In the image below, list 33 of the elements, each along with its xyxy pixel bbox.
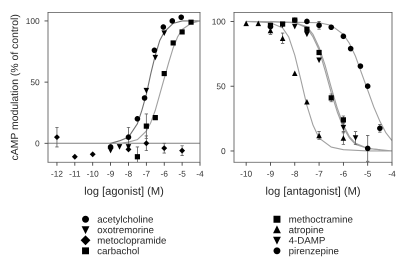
x-tick-label: -10	[87, 170, 98, 177]
legend-label: atropine	[289, 226, 324, 236]
y-tick-label: 50	[30, 79, 40, 86]
x-axis-title: log [agonist] (M)	[84, 186, 164, 198]
x-tick-label: -4	[196, 170, 204, 177]
y-tick-label: 100	[212, 18, 226, 25]
x-tick-label: -4	[388, 170, 396, 177]
x-axis-title: log [antagonist] (M)	[266, 186, 360, 198]
x-tick-label: -12	[51, 170, 63, 177]
y-tick-label: 100	[26, 18, 40, 24]
x-tick-label: -6	[160, 170, 168, 177]
y-tick-label: 50	[216, 83, 226, 90]
legend-label: metoclopramide	[98, 236, 166, 246]
x-tick-label: -8	[125, 170, 132, 177]
legend-label: pirenzepine	[289, 247, 338, 256]
x-tick-label: -11	[69, 170, 80, 177]
y-tick-label: 0	[221, 148, 226, 154]
x-tick-label: -9	[267, 170, 274, 177]
y-tick-label: 0	[35, 140, 40, 146]
legend-label: 4-DAMP	[288, 236, 325, 244]
legend-label: acetylcholine	[98, 216, 153, 225]
legend-label: oxotremorine	[98, 226, 154, 234]
x-tick-label: -7	[316, 170, 322, 177]
x-tick-label: -10	[240, 170, 252, 177]
x-tick-label: -6	[340, 170, 347, 177]
x-tick-label: -9	[107, 170, 114, 177]
x-tick-label: -5	[178, 170, 186, 177]
x-tick-label: -8	[291, 170, 298, 177]
y-axis-title: cAMP modulation (% of control)	[10, 14, 20, 160]
legend-label: carbachol	[98, 247, 139, 254]
x-tick-label: -5	[364, 170, 372, 177]
x-tick-label: -7	[143, 170, 150, 177]
legend-label: methoctramine	[289, 216, 352, 223]
